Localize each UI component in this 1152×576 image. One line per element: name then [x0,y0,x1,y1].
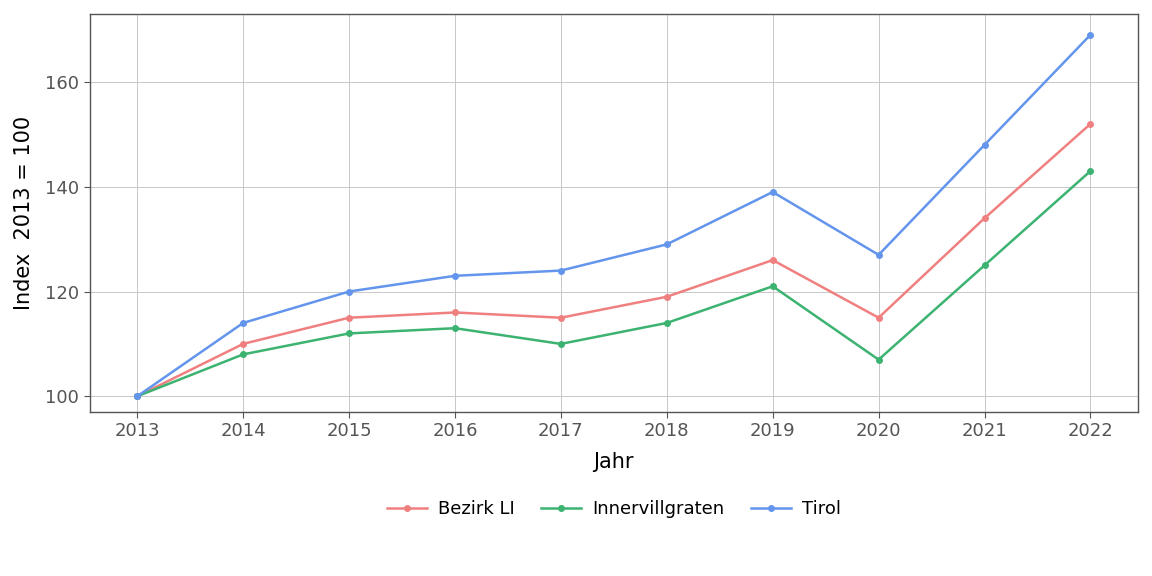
Tirol [448,272,462,279]
Innervillgraten [1084,168,1098,175]
Y-axis label: Index  2013 = 100: Index 2013 = 100 [14,116,33,310]
Bezirk LI [130,393,144,400]
Bezirk LI [448,309,462,316]
Innervillgraten [872,356,886,363]
Innervillgraten [766,283,780,290]
Legend: Bezirk LI, Innervillgraten, Tirol: Bezirk LI, Innervillgraten, Tirol [380,492,848,525]
Tirol [554,267,568,274]
Bezirk LI [872,314,886,321]
Bezirk LI [342,314,356,321]
Innervillgraten [342,330,356,337]
Innervillgraten [660,320,674,327]
Tirol [978,141,992,148]
Bezirk LI [766,257,780,264]
Tirol [872,251,886,258]
Line: Bezirk LI: Bezirk LI [135,121,1093,399]
Tirol [660,241,674,248]
X-axis label: Jahr: Jahr [593,452,634,472]
Bezirk LI [236,340,250,347]
Bezirk LI [1084,120,1098,127]
Innervillgraten [554,340,568,347]
Innervillgraten [978,262,992,269]
Tirol [342,288,356,295]
Line: Innervillgraten: Innervillgraten [135,168,1093,399]
Line: Tirol: Tirol [135,32,1093,399]
Bezirk LI [554,314,568,321]
Innervillgraten [130,393,144,400]
Innervillgraten [448,325,462,332]
Tirol [130,393,144,400]
Tirol [236,320,250,327]
Tirol [766,188,780,195]
Bezirk LI [660,293,674,300]
Innervillgraten [236,351,250,358]
Tirol [1084,31,1098,38]
Bezirk LI [978,215,992,222]
